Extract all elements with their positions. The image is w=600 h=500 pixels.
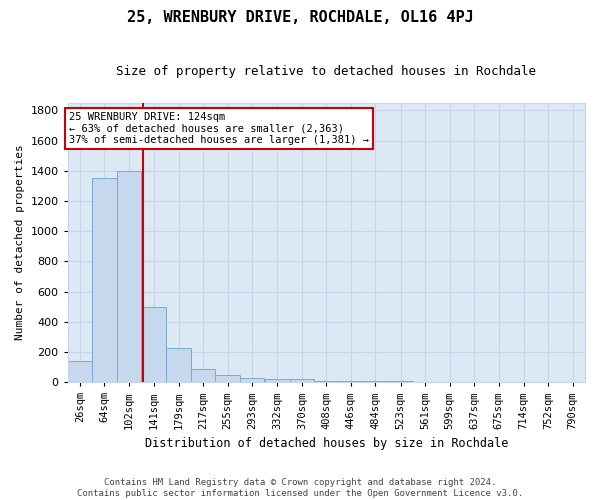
Text: 25, WRENBURY DRIVE, ROCHDALE, OL16 4PJ: 25, WRENBURY DRIVE, ROCHDALE, OL16 4PJ [127, 10, 473, 25]
Bar [191, 370, 215, 382]
Bar [142, 306, 166, 382]
Bar [117, 170, 141, 382]
Text: 25 WRENBURY DRIVE: 124sqm
← 63% of detached houses are smaller (2,363)
37% of se: 25 WRENBURY DRIVE: 124sqm ← 63% of detac… [69, 112, 369, 145]
Title: Size of property relative to detached houses in Rochdale: Size of property relative to detached ho… [116, 65, 536, 78]
Y-axis label: Number of detached properties: Number of detached properties [15, 144, 25, 340]
Bar [265, 379, 290, 382]
Bar [215, 374, 240, 382]
Bar [314, 380, 338, 382]
Bar [166, 348, 191, 382]
Bar [240, 378, 265, 382]
Bar [92, 178, 117, 382]
Bar [290, 379, 314, 382]
Bar [68, 361, 92, 382]
X-axis label: Distribution of detached houses by size in Rochdale: Distribution of detached houses by size … [145, 437, 508, 450]
Text: Contains HM Land Registry data © Crown copyright and database right 2024.
Contai: Contains HM Land Registry data © Crown c… [77, 478, 523, 498]
